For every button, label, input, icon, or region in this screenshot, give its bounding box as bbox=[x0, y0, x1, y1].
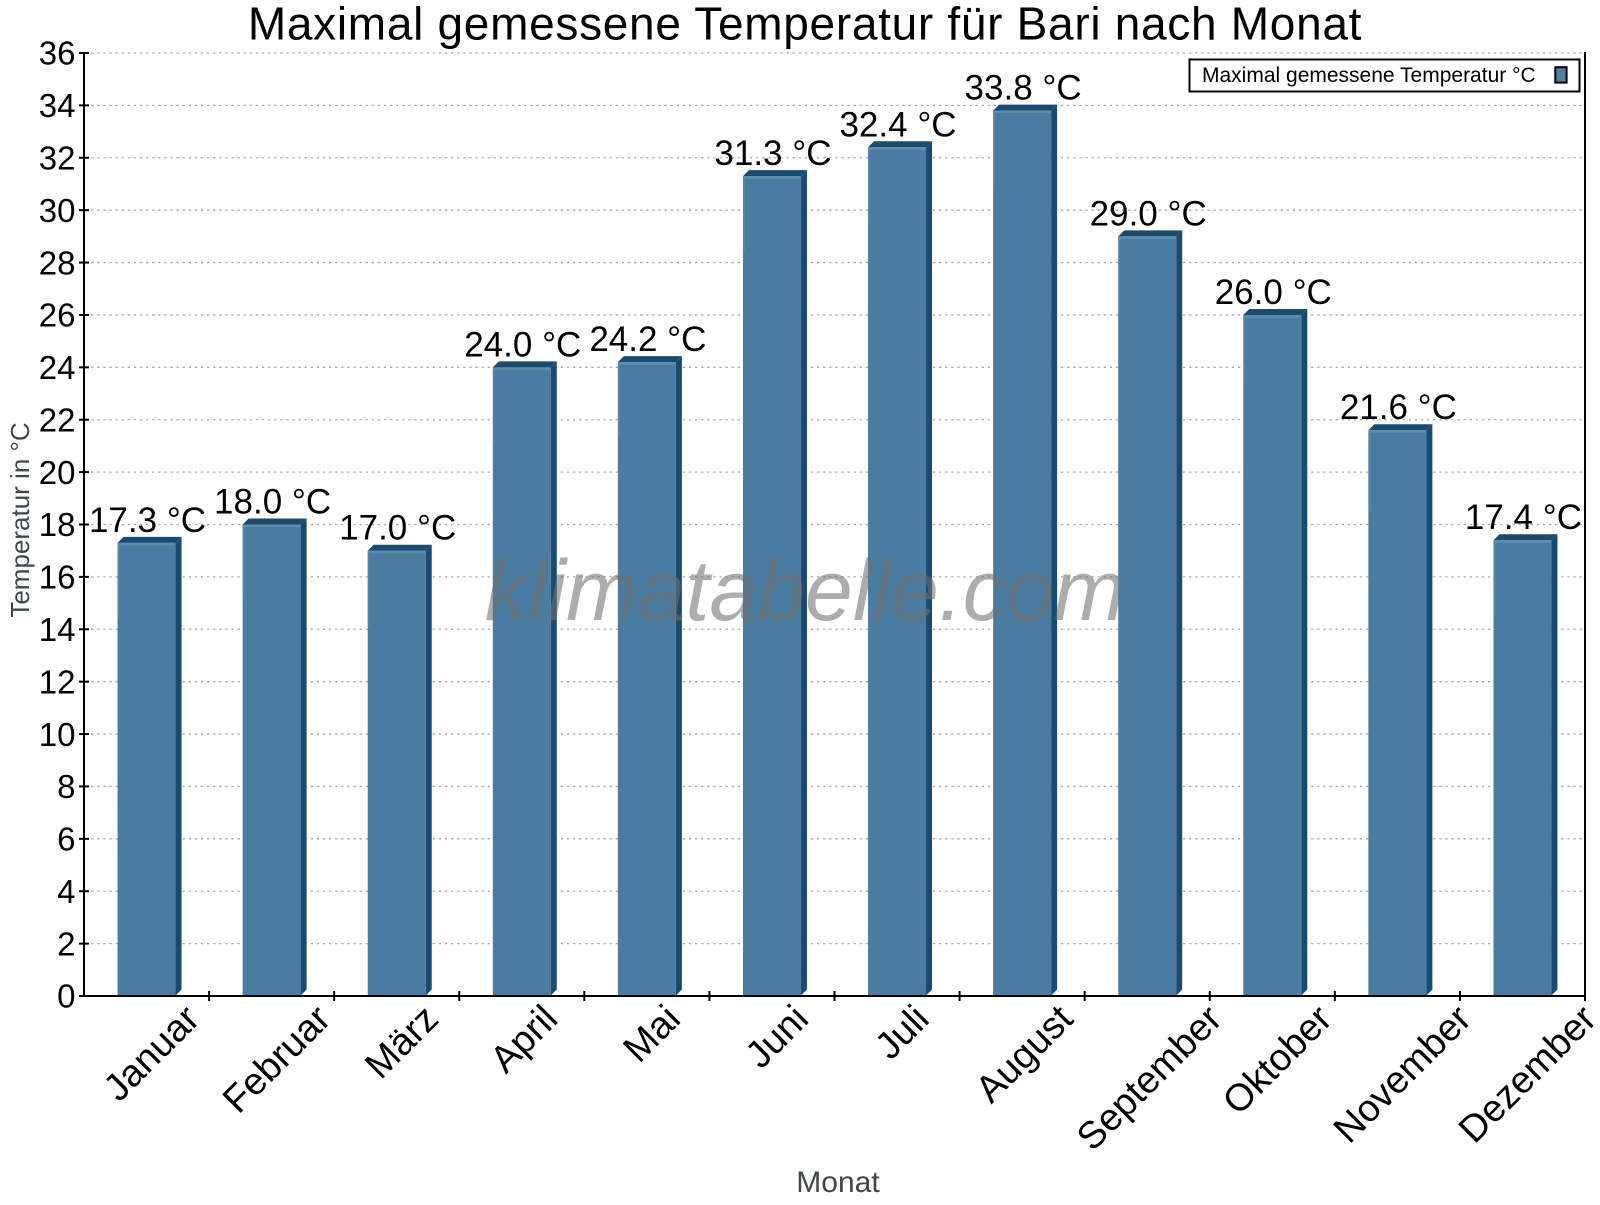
svg-text:klimatabelle.com: klimatabelle.com bbox=[485, 543, 1125, 639]
svg-text:22: 22 bbox=[39, 401, 76, 438]
svg-text:33.8 °C: 33.8 °C bbox=[965, 69, 1082, 108]
svg-text:4: 4 bbox=[57, 873, 75, 910]
svg-text:17.3 °C: 17.3 °C bbox=[89, 501, 206, 540]
svg-text:0: 0 bbox=[57, 978, 75, 1015]
svg-text:14: 14 bbox=[39, 611, 76, 648]
svg-text:28: 28 bbox=[39, 244, 76, 281]
svg-text:24.0 °C: 24.0 °C bbox=[464, 325, 581, 364]
svg-text:6: 6 bbox=[57, 821, 75, 858]
svg-text:32.4 °C: 32.4 °C bbox=[839, 105, 956, 144]
svg-text:2: 2 bbox=[57, 925, 75, 962]
svg-text:Temperatur in °C: Temperatur in °C bbox=[5, 422, 35, 617]
svg-text:30: 30 bbox=[39, 192, 76, 229]
svg-text:31.3 °C: 31.3 °C bbox=[714, 134, 831, 173]
svg-text:26: 26 bbox=[39, 297, 76, 334]
svg-text:36: 36 bbox=[39, 35, 76, 72]
svg-text:24.2 °C: 24.2 °C bbox=[589, 320, 706, 359]
svg-text:Monat: Monat bbox=[796, 1166, 880, 1199]
svg-text:12: 12 bbox=[39, 663, 76, 700]
svg-text:29.0 °C: 29.0 °C bbox=[1090, 194, 1207, 233]
svg-text:10: 10 bbox=[39, 716, 76, 753]
svg-text:18: 18 bbox=[39, 506, 76, 543]
svg-text:8: 8 bbox=[57, 768, 75, 805]
svg-text:21.6 °C: 21.6 °C bbox=[1340, 388, 1457, 427]
svg-text:24: 24 bbox=[39, 349, 76, 386]
svg-text:18.0 °C: 18.0 °C bbox=[214, 483, 331, 522]
svg-text:32: 32 bbox=[39, 139, 76, 176]
svg-text:Maximal gemessene Temperatur f: Maximal gemessene Temperatur für Bari na… bbox=[248, 0, 1362, 50]
svg-text:34: 34 bbox=[39, 87, 76, 124]
svg-text:20: 20 bbox=[39, 454, 76, 491]
svg-text:Maximal gemessene Temperatur °: Maximal gemessene Temperatur °C bbox=[1202, 64, 1536, 87]
svg-text:16: 16 bbox=[39, 559, 76, 596]
svg-text:17.0 °C: 17.0 °C bbox=[339, 509, 456, 548]
svg-text:26.0 °C: 26.0 °C bbox=[1215, 273, 1332, 312]
svg-text:17.4 °C: 17.4 °C bbox=[1465, 498, 1582, 537]
